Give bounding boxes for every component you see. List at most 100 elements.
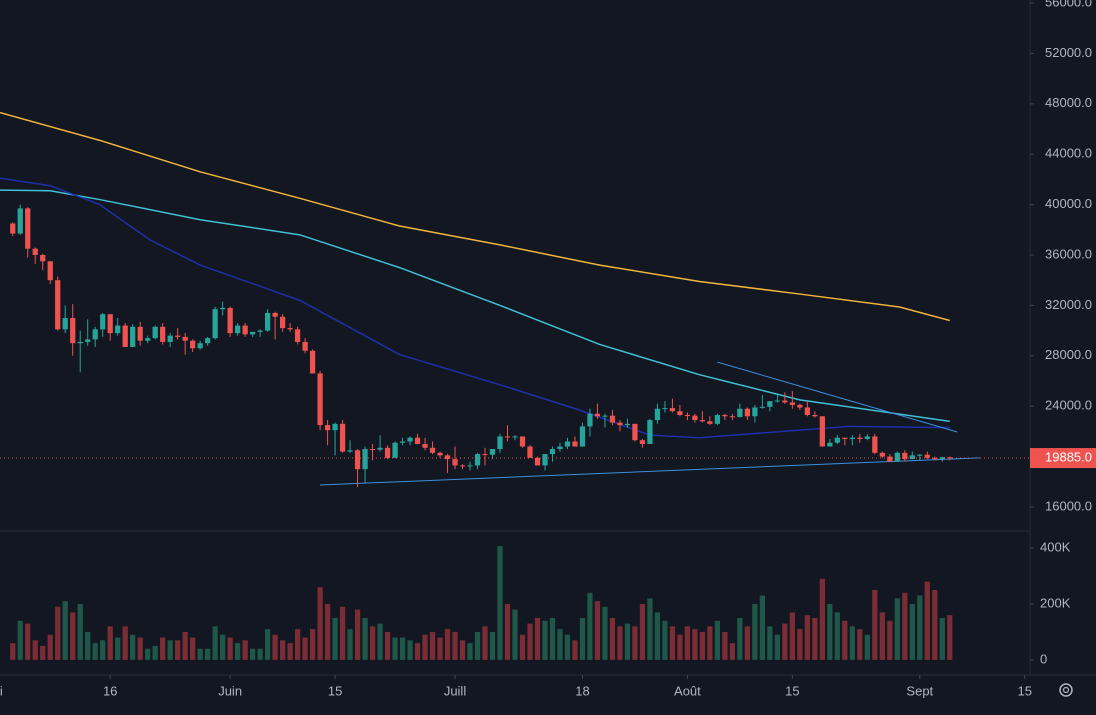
price-tick-label: 40000.0: [1045, 196, 1092, 211]
candle-body: [130, 326, 136, 347]
volume-bar: [804, 615, 810, 660]
volume-bar: [609, 617, 616, 660]
price-tick-label: 36000.0: [1045, 246, 1092, 261]
candle-body: [827, 442, 833, 447]
candle-body: [107, 314, 113, 334]
candle-body: [257, 330, 263, 332]
volume-bar: [527, 623, 533, 660]
volume-bar: [624, 623, 631, 660]
volume-bar: [399, 637, 406, 660]
candle-body: [55, 280, 61, 330]
volume-bar: [115, 637, 121, 660]
volume-bar: [789, 612, 795, 660]
volume-bar: [220, 634, 226, 660]
volume-bar: [414, 643, 421, 660]
candle-body: [324, 425, 331, 431]
volume-bar: [167, 640, 173, 660]
volume-bar: [512, 609, 518, 660]
price-tick-label: 44000.0: [1045, 146, 1092, 161]
volume-bar: [257, 648, 263, 660]
last-price-badge: [1030, 448, 1096, 469]
volume-bar: [669, 626, 676, 660]
volume-bar: [197, 648, 203, 660]
volume-bar: [834, 612, 840, 660]
volume-bar: [909, 603, 915, 660]
volume-bar: [662, 620, 668, 660]
volume-bar: [40, 645, 46, 660]
volume-bar: [354, 609, 361, 660]
candle-body: [422, 444, 428, 448]
volume-bar: [774, 634, 780, 660]
candle-body: [332, 423, 338, 431]
volume-bar: [32, 640, 38, 660]
volume-bar: [617, 626, 623, 660]
volume-bar: [827, 603, 833, 660]
candle-body: [714, 415, 721, 424]
volume-bar: [407, 640, 413, 660]
volume-bar: [699, 631, 706, 660]
candle-body: [115, 325, 121, 334]
candle-body: [842, 437, 848, 439]
candle-body: [857, 437, 863, 439]
volume-bar: [564, 634, 571, 660]
volume-bar: [242, 640, 248, 660]
settings-icon[interactable]: [1059, 683, 1073, 697]
volume-bar: [519, 634, 526, 660]
candle-body: [759, 406, 766, 408]
volume-bar: [497, 546, 503, 660]
candle-body: [10, 223, 16, 234]
time-tick-label: 15: [328, 683, 342, 698]
volume-bar: [879, 612, 885, 660]
volume-bar: [924, 581, 930, 660]
volume-bar: [347, 629, 353, 660]
candle-body: [654, 408, 661, 421]
price-tick-label: 28000.0: [1045, 347, 1092, 362]
volume-bar: [864, 634, 870, 660]
candle-body: [902, 452, 908, 460]
price-tick-label: 48000.0: [1045, 95, 1092, 110]
volume-bar: [369, 626, 376, 660]
volume-bar: [872, 589, 878, 660]
volume-bar: [362, 617, 368, 660]
candle-body: [677, 411, 683, 416]
candle-body: [504, 436, 511, 438]
candle-body: [32, 248, 38, 256]
volume-bar: [235, 643, 241, 660]
volume-bar: [489, 631, 496, 660]
candle-body: [789, 402, 795, 405]
volume-bar: [190, 637, 196, 660]
price-tick-label: 52000.0: [1045, 45, 1092, 60]
candle-body: [25, 208, 31, 249]
volume-bar: [160, 637, 166, 660]
volume-bar: [422, 634, 428, 660]
volume-bar: [587, 592, 593, 660]
volume-bar: [107, 626, 113, 660]
volume-bar: [887, 620, 893, 660]
volume-bar: [654, 612, 661, 660]
candle-body: [250, 331, 256, 335]
candle-body: [160, 326, 166, 342]
volume-bar: [759, 595, 766, 660]
candle-body: [309, 350, 316, 374]
volume-bar: [782, 623, 788, 660]
candle-body: [175, 335, 181, 337]
candle-body: [527, 446, 533, 458]
candle-body: [737, 408, 743, 417]
candle-body: [639, 440, 646, 445]
candle-body: [782, 400, 788, 403]
candle-body: [122, 325, 128, 347]
candle-body: [699, 420, 706, 422]
candle-body: [939, 457, 945, 460]
candle-body: [947, 457, 953, 459]
volume-bar: [250, 648, 256, 660]
candle-body: [669, 408, 676, 412]
candle-body: [647, 420, 653, 445]
candle-body: [377, 447, 383, 450]
volume-bar: [182, 631, 188, 660]
candle-body: [482, 454, 488, 456]
volume-bar: [212, 626, 218, 660]
candle-body: [474, 454, 481, 466]
volume-bar: [77, 603, 83, 660]
time-tick-label: Juin: [218, 683, 242, 698]
